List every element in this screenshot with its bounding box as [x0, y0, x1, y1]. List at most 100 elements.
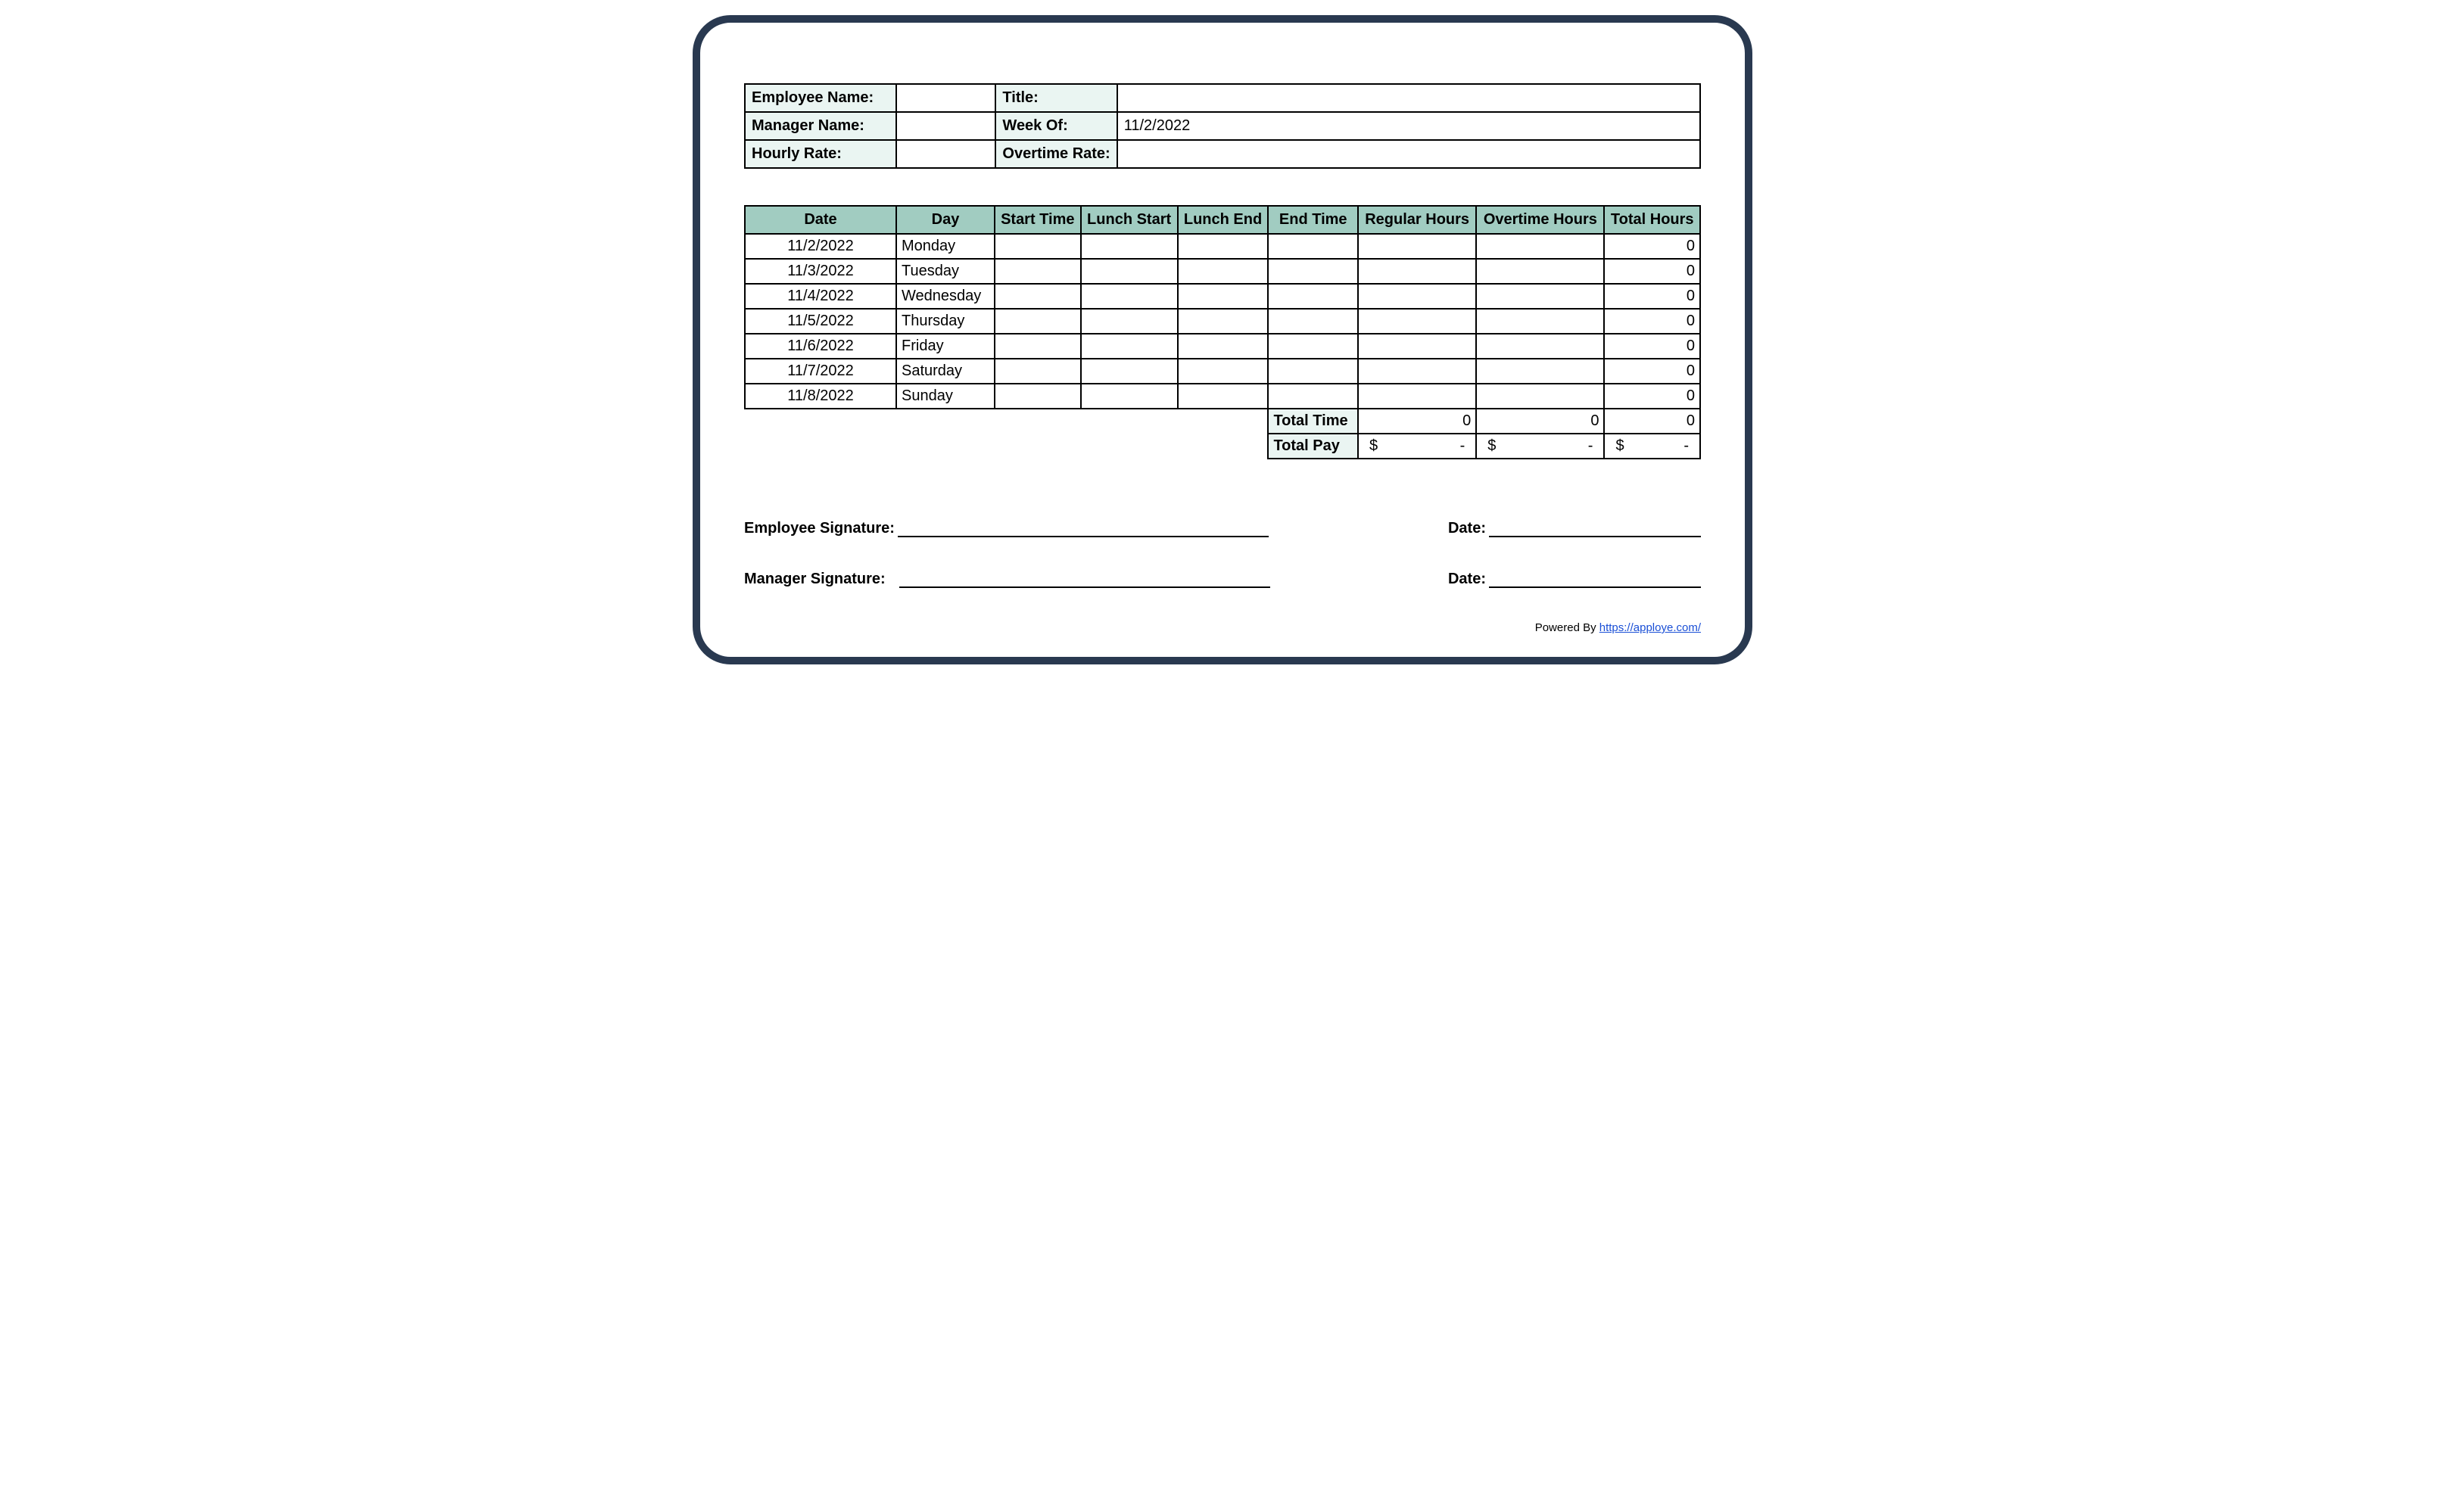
cell-total: 0	[1604, 284, 1700, 309]
cell-reg	[1358, 284, 1476, 309]
cell-lend	[1178, 284, 1269, 309]
cell-date: 11/8/2022	[745, 384, 896, 409]
cell-reg	[1358, 234, 1476, 259]
cell-start	[995, 384, 1081, 409]
cell-reg	[1358, 384, 1476, 409]
currency-symbol: $	[1487, 437, 1496, 455]
col-total: Total Hours	[1604, 206, 1700, 234]
col-regular: Regular Hours	[1358, 206, 1476, 234]
cell-day: Sunday	[896, 384, 995, 409]
employee-signature-line	[898, 521, 1269, 537]
cell-ot	[1476, 234, 1604, 259]
total-time-reg: 0	[1358, 409, 1476, 434]
cell-lend	[1178, 259, 1269, 284]
manager-signature-label: Manager Signature:	[744, 571, 886, 588]
col-date: Date	[745, 206, 896, 234]
week-of-value: 11/2/2022	[1117, 112, 1700, 140]
timesheet-row: 11/7/2022Saturday 0	[745, 359, 1700, 384]
employee-name-label: Employee Name:	[745, 84, 896, 112]
total-pay-reg: $ -	[1358, 434, 1476, 459]
cell-reg	[1358, 309, 1476, 334]
cell-lend	[1178, 359, 1269, 384]
cell-lstart	[1081, 359, 1178, 384]
timesheet-row: 11/5/2022Thursday 0	[745, 309, 1700, 334]
cell-date: 11/2/2022	[745, 234, 896, 259]
cell-total: 0	[1604, 359, 1700, 384]
cell-lstart	[1081, 334, 1178, 359]
cell-start	[995, 334, 1081, 359]
col-end-time: End Time	[1268, 206, 1358, 234]
cell-ot	[1476, 259, 1604, 284]
timesheet-table: Date Day Start Time Lunch Start Lunch En…	[744, 205, 1701, 459]
col-overtime: Overtime Hours	[1476, 206, 1604, 234]
cell-date: 11/6/2022	[745, 334, 896, 359]
cell-day: Thursday	[896, 309, 995, 334]
title-value	[1117, 84, 1700, 112]
cell-total: 0	[1604, 234, 1700, 259]
currency-symbol: $	[1615, 437, 1624, 455]
cell-end	[1268, 234, 1358, 259]
cell-start	[995, 284, 1081, 309]
footer: Powered By https://apploye.com/	[744, 621, 1701, 634]
cell-reg	[1358, 359, 1476, 384]
cell-lend	[1178, 384, 1269, 409]
info-table: Employee Name: Title: Manager Name: Week…	[744, 83, 1701, 169]
hourly-rate-value	[896, 140, 995, 168]
total-pay-total: $ -	[1604, 434, 1700, 459]
cell-start	[995, 259, 1081, 284]
timesheet-row: 11/8/2022Sunday0	[745, 384, 1700, 409]
employee-date-label: Date:	[1448, 520, 1486, 537]
cell-date: 11/5/2022	[745, 309, 896, 334]
total-pay-ot: $ -	[1476, 434, 1604, 459]
powered-by-link[interactable]: https://apploye.com/	[1599, 621, 1701, 634]
employee-signature-row: Employee Signature: Date:	[744, 520, 1701, 537]
cell-day: Monday	[896, 234, 995, 259]
overtime-rate-value	[1117, 140, 1700, 168]
total-time-label: Total Time	[1268, 409, 1358, 434]
total-time-ot: 0	[1476, 409, 1604, 434]
total-time-row: Total Time 0 0 0	[745, 409, 1700, 434]
timesheet-header-row: Date Day Start Time Lunch Start Lunch En…	[745, 206, 1700, 234]
employee-signature-label: Employee Signature:	[744, 520, 895, 537]
cell-lstart	[1081, 284, 1178, 309]
cell-end	[1268, 259, 1358, 284]
cell-lstart	[1081, 259, 1178, 284]
cell-ot	[1476, 284, 1604, 309]
col-lunch-end: Lunch End	[1178, 206, 1269, 234]
signature-block: Employee Signature: Date: Manager Signat…	[744, 520, 1701, 588]
cell-lstart	[1081, 309, 1178, 334]
cell-day: Tuesday	[896, 259, 995, 284]
cell-total: 0	[1604, 309, 1700, 334]
title-label: Title:	[995, 84, 1117, 112]
cell-start	[995, 309, 1081, 334]
info-row: Employee Name: Title:	[745, 84, 1700, 112]
timesheet-row: 11/2/2022Monday 0	[745, 234, 1700, 259]
cell-total: 0	[1604, 259, 1700, 284]
manager-name-value	[896, 112, 995, 140]
cell-ot	[1476, 384, 1604, 409]
info-row: Manager Name: Week Of: 11/2/2022	[745, 112, 1700, 140]
cell-lstart	[1081, 234, 1178, 259]
cell-lend	[1178, 334, 1269, 359]
overtime-rate-label: Overtime Rate:	[995, 140, 1117, 168]
timesheet-row: 11/6/2022Friday0	[745, 334, 1700, 359]
document-frame: Employee Name: Title: Manager Name: Week…	[693, 15, 1752, 664]
cell-date: 11/3/2022	[745, 259, 896, 284]
pay-dash: -	[1683, 437, 1689, 455]
timesheet-row: 11/3/2022Tuesday 0	[745, 259, 1700, 284]
cell-total: 0	[1604, 334, 1700, 359]
cell-start	[995, 359, 1081, 384]
manager-signature-line	[899, 571, 1270, 588]
cell-day: Wednesday	[896, 284, 995, 309]
col-day: Day	[896, 206, 995, 234]
cell-start	[995, 234, 1081, 259]
hourly-rate-label: Hourly Rate:	[745, 140, 896, 168]
cell-day: Saturday	[896, 359, 995, 384]
employee-name-value	[896, 84, 995, 112]
manager-date-line	[1489, 571, 1701, 588]
info-row: Hourly Rate: Overtime Rate:	[745, 140, 1700, 168]
cell-date: 11/7/2022	[745, 359, 896, 384]
cell-lstart	[1081, 384, 1178, 409]
col-lunch-start: Lunch Start	[1081, 206, 1178, 234]
cell-reg	[1358, 259, 1476, 284]
